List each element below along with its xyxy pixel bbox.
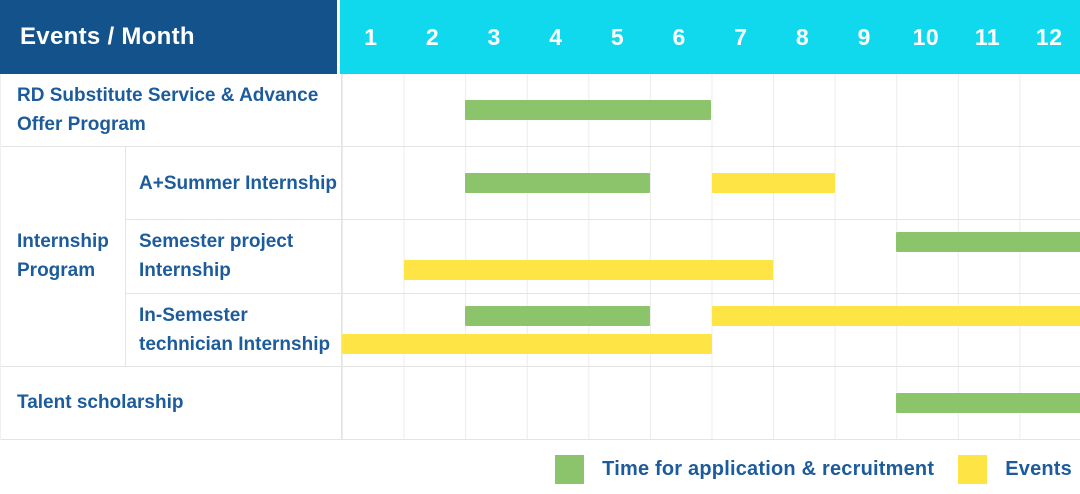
row-label-talent-scholarship: Talent scholarship	[1, 367, 341, 440]
month-header: 1	[364, 23, 378, 50]
row-label-in-semester-technician: In-Semester technician Internship	[125, 293, 341, 367]
table-body: RD Substitute Service & Advance Offer Pr…	[0, 74, 1080, 440]
timeline-lane	[342, 260, 1080, 281]
application-color-swatch	[555, 454, 585, 484]
group-label-internship-program: Internship Program	[1, 147, 125, 367]
timeline-cell	[341, 74, 1080, 148]
month-header: 9	[857, 23, 871, 50]
month-header: 10	[912, 23, 940, 50]
gantt-bar-events	[342, 333, 712, 354]
gantt-bar-application	[465, 100, 712, 121]
timeline-cell	[341, 293, 1080, 367]
gantt-bar-application	[465, 173, 650, 194]
month-header: 8	[795, 23, 810, 50]
timeline-cell	[341, 366, 1080, 440]
timeline-lane	[342, 100, 1080, 121]
events-color-swatch	[958, 454, 988, 484]
timeline-lane	[342, 305, 1080, 326]
timeline-lane	[342, 333, 1080, 354]
row-label-a-plus-summer: A+Summer Internship	[125, 147, 341, 221]
timeline-lane	[342, 392, 1080, 413]
legend-label: Time for application & recruitment	[602, 457, 935, 480]
gantt-bar-events	[711, 305, 1080, 326]
month-header-strip: 1 2 3 4 5 6 7 8 9 10 11 12	[340, 0, 1080, 74]
month-header: 12	[1035, 23, 1063, 50]
legend-item-events: Events	[958, 454, 1072, 484]
month-header: 3	[487, 23, 501, 50]
legend-label: Events	[1005, 457, 1072, 480]
legend: Time for application & recruitment Event…	[0, 454, 1080, 484]
month-header: 5	[610, 23, 625, 50]
gantt-bar-events	[711, 173, 835, 194]
timeline-cell	[341, 220, 1080, 294]
row-label-semester-project: Semester project Internship	[125, 220, 341, 294]
gantt-bar-application	[896, 232, 1080, 253]
month-header: 6	[672, 23, 686, 50]
timeline-cell	[341, 147, 1080, 221]
row-label-rd-substitute: RD Substitute Service & Advance Offer Pr…	[1, 74, 341, 148]
gantt-bar-events	[403, 260, 774, 281]
gantt-bar-application	[896, 392, 1080, 413]
timeline-lane	[342, 232, 1080, 253]
header-divider	[337, 0, 340, 74]
month-header: 2	[425, 23, 440, 50]
gantt-bar-application	[465, 305, 650, 326]
month-header: 7	[734, 23, 748, 50]
month-header: 4	[549, 23, 563, 50]
table-header: Events / Month 1 2 3 4 5 6 7 8 9 10 11 1…	[0, 0, 1080, 74]
month-header: 11	[974, 23, 1001, 50]
legend-item-application: Time for application & recruitment	[555, 454, 935, 484]
timeline-lane	[342, 173, 1080, 194]
header-title: Events / Month	[0, 0, 337, 74]
